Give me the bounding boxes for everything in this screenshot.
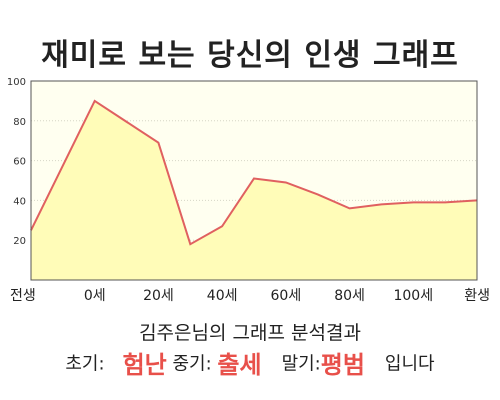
late-value: 평범: [320, 351, 365, 379]
result-line: 초기: 험난 중기: 출세 말기:평범 입니다: [0, 345, 500, 385]
x-tick-label: 80세: [334, 288, 365, 304]
x-tick-label: 40세: [207, 288, 238, 304]
x-axis-ticks: 전생 0세 20세 40세 60세 80세 100세 환생: [10, 288, 490, 304]
series-line: [30, 99, 478, 246]
suffix-text: 입니다: [384, 353, 435, 375]
y-tick-label: 20: [13, 236, 26, 247]
y-axis-ticks: 20 40 60 80 100: [7, 77, 26, 247]
x-tick-label: 환생: [464, 288, 490, 304]
early-value: 험난: [122, 351, 167, 379]
life-graph-chart: 20 40 60 80 100 전생 0세 20세 40세 60세 80세 100세 환생: [7, 77, 490, 304]
x-tick-label: 60세: [271, 288, 302, 304]
y-tick-label: 60: [13, 157, 26, 168]
plot-border: [30, 80, 478, 281]
y-tick-label: 40: [13, 196, 26, 207]
area-fill: [31, 100, 477, 281]
chart-title: 재미로 보는 당신의 인생 그래프: [41, 38, 459, 73]
x-tick-label: 20세: [143, 288, 174, 304]
y-tick-label: 100: [7, 77, 26, 88]
y-tick-label: 80: [13, 117, 26, 128]
early-label: 초기:: [65, 353, 105, 375]
mid-value: 출세: [217, 351, 262, 379]
analysis-subtitle: 김주은님의 그래프 분석결과: [139, 322, 361, 344]
x-tick-label: 전생: [10, 288, 36, 304]
mid-label: 중기:: [172, 353, 212, 375]
x-tick-label: 0세: [84, 288, 106, 304]
x-tick-label: 100세: [393, 288, 433, 304]
late-label: 말기:: [281, 353, 321, 375]
